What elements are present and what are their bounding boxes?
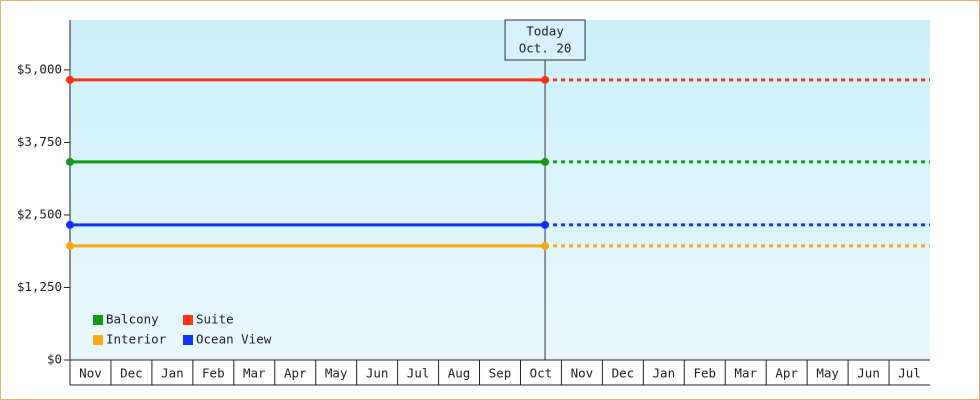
legend-label: Suite [196,312,234,327]
y-tick-label: $3,750 [17,134,62,149]
x-tick-label: Dec [612,366,635,381]
x-tick-label: Sep [489,366,512,381]
x-tick-label: Jun [366,366,389,381]
today-date: Oct. 20 [519,41,572,56]
x-tick-label: Mar [243,366,266,381]
today-title: Today [526,24,564,39]
x-tick-label: Aug [448,366,471,381]
y-tick-label: $1,250 [17,279,62,294]
y-tick-label: $5,000 [17,61,62,76]
x-tick-label: Feb [693,366,716,381]
legend-swatch [93,335,103,345]
today-box [504,19,586,61]
x-tick-label: Dec [120,366,143,381]
point [66,220,74,229]
legend-label: Balcony [106,312,159,327]
x-tick-label: Jul [407,366,430,381]
point [66,241,74,250]
x-tick-label: Apr [284,366,307,381]
x-tick-label: May [816,366,839,381]
point [66,75,74,84]
legend-label: Ocean View [196,332,272,347]
legend-label: Interior [106,332,167,347]
y-tick-label: $2,500 [17,206,62,221]
x-tick-label: Oct [530,366,553,381]
plot-area [70,20,930,360]
x-tick-label: Nov [571,366,594,381]
x-tick-label: Jan [653,366,676,381]
point [541,241,550,250]
x-tick-label: May [325,366,348,381]
x-tick-label: Jan [161,366,184,381]
point [541,75,550,84]
legend-swatch [93,315,103,325]
point [541,157,550,166]
legend-swatch [183,335,193,345]
x-tick-label: Apr [775,366,798,381]
x-tick-label: Mar [734,366,757,381]
x-tick-label: Jul [898,366,921,381]
x-tick-label: Jun [857,366,880,381]
legend-swatch [183,315,193,325]
point [541,220,550,229]
x-tick-label: Feb [202,366,225,381]
x-tick-label: Nov [79,366,102,381]
point [66,157,74,166]
y-tick-label: $0 [47,352,62,367]
